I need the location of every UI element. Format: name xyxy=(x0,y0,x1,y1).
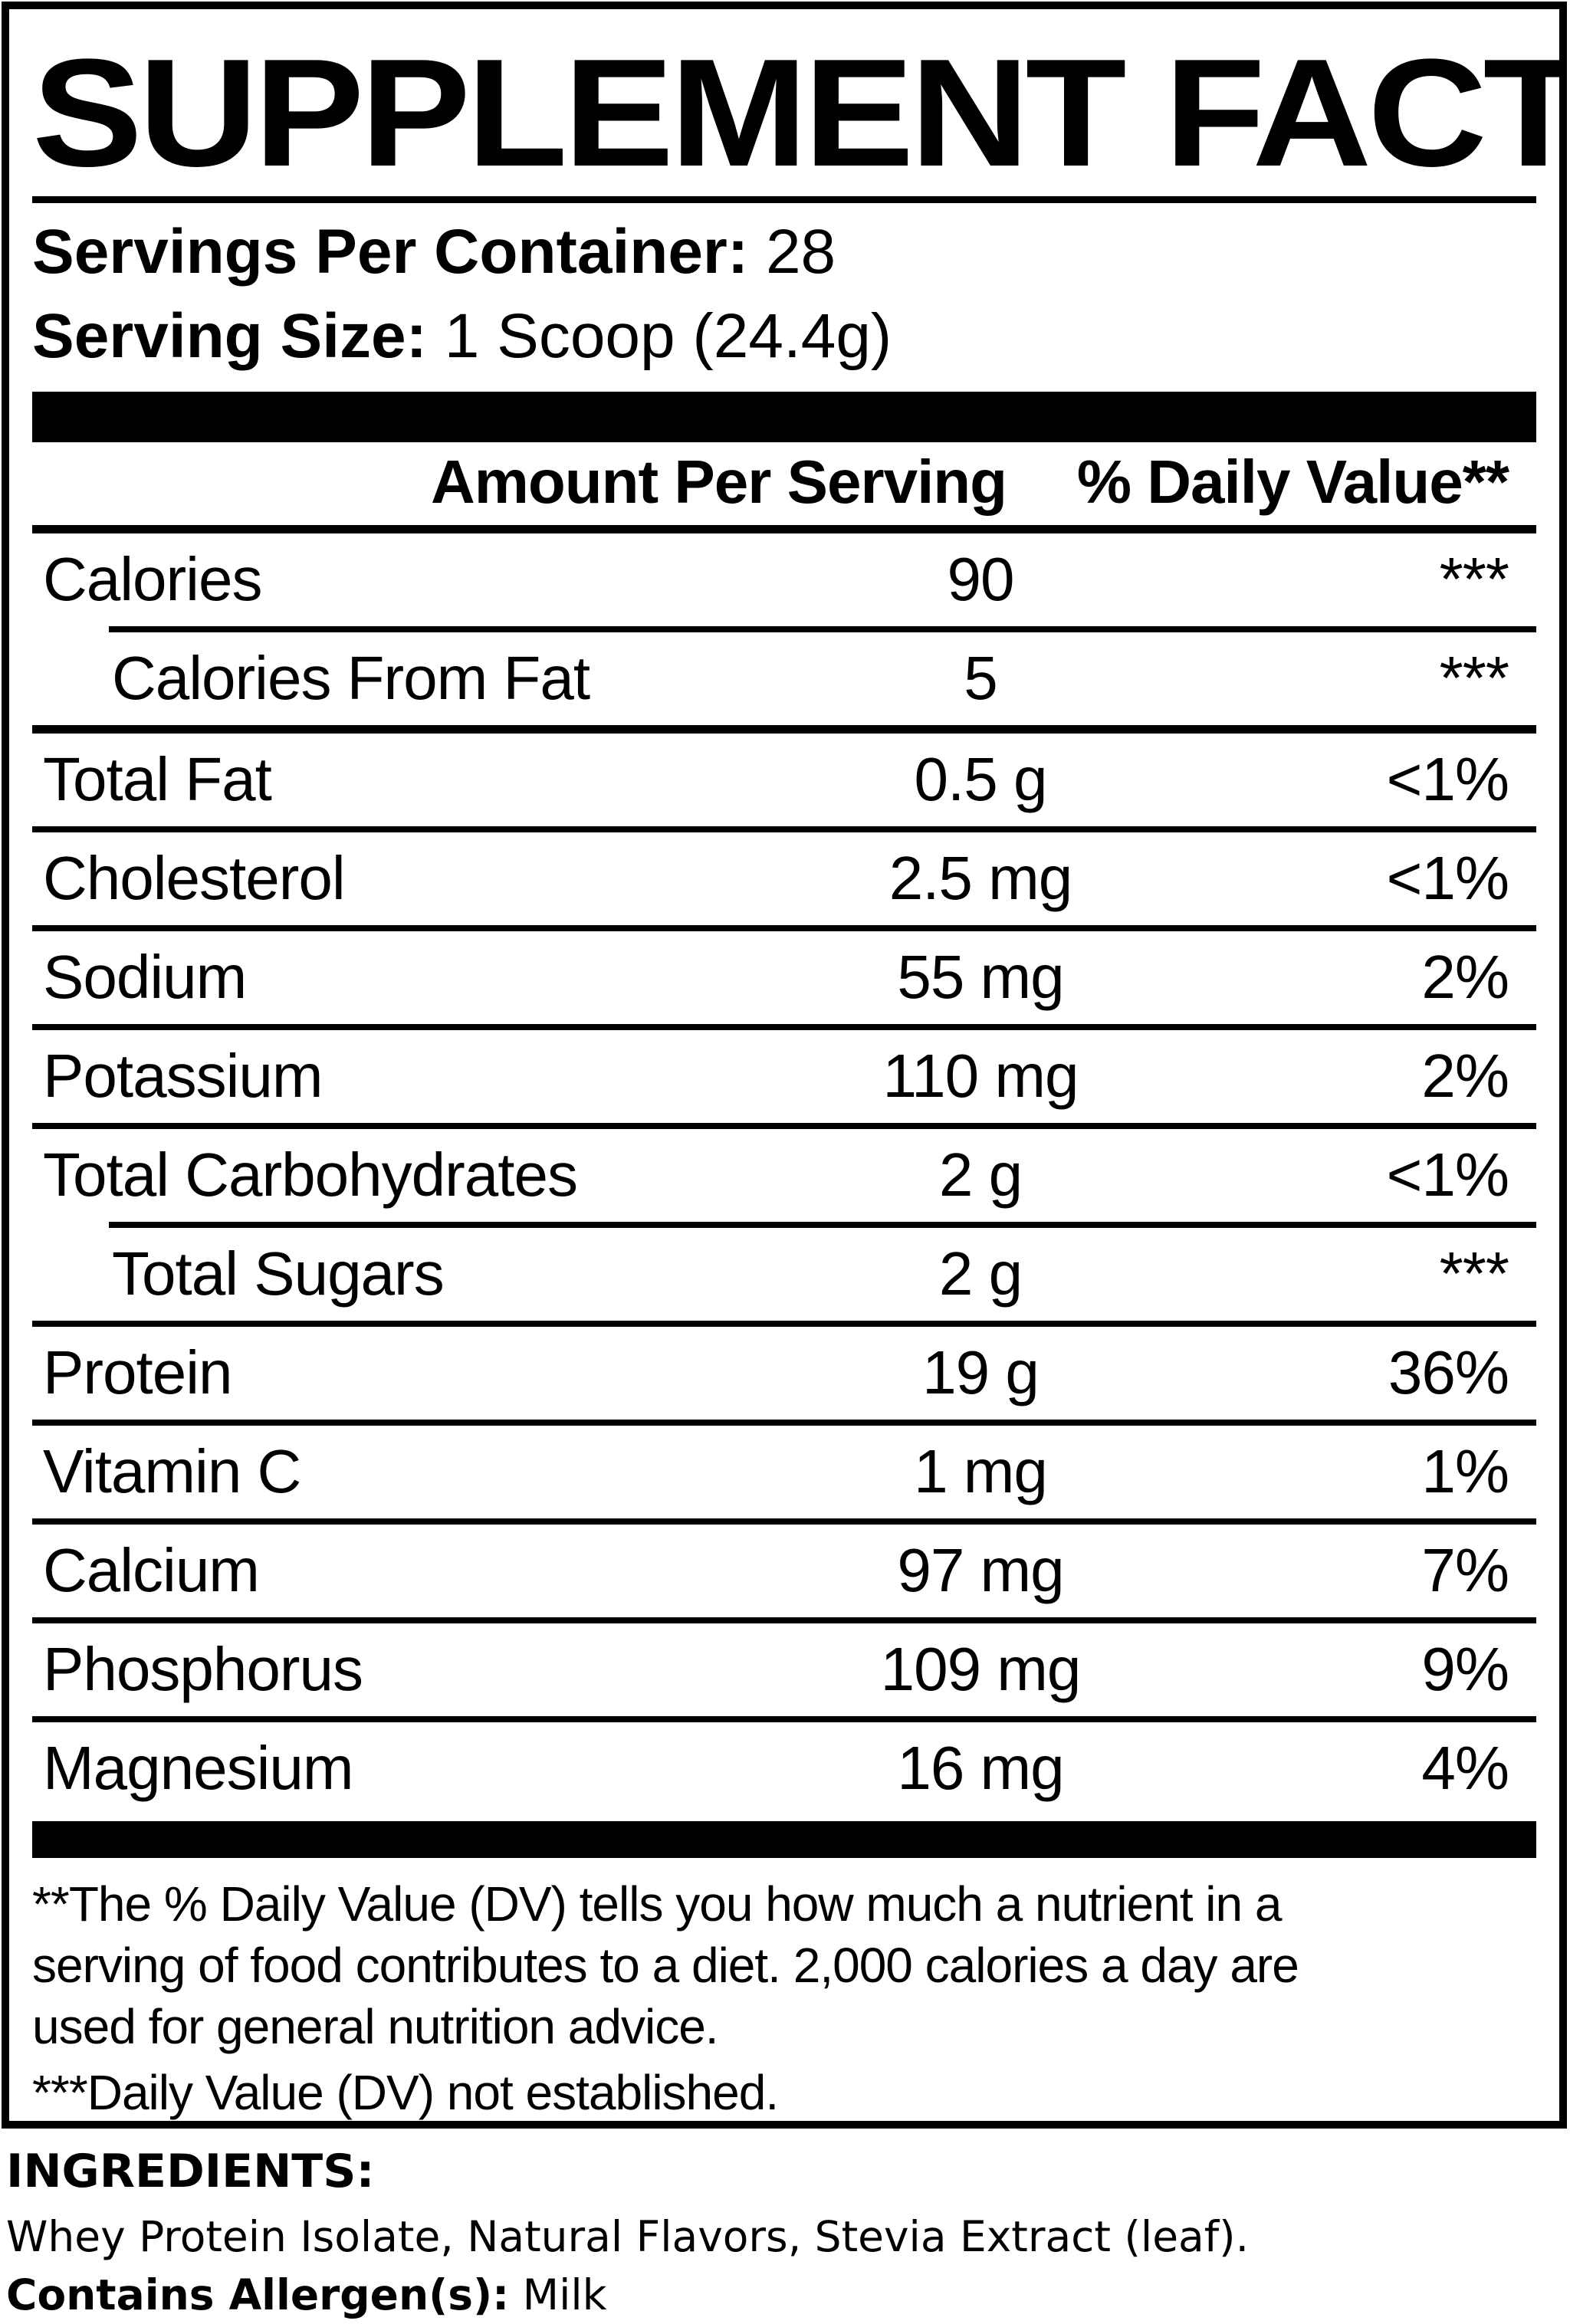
nutrient-amount: 0.5 g xyxy=(914,745,1048,814)
nutrient-dv: <1% xyxy=(1386,745,1509,814)
nutrient-amount: 19 g xyxy=(922,1338,1040,1407)
nutrient-name: Vitamin C xyxy=(43,1437,301,1506)
nutrient-dv: 9% xyxy=(1421,1635,1509,1704)
row-divider xyxy=(109,625,1536,632)
nutrient-amount: 97 mg xyxy=(897,1536,1064,1605)
nutrient-dv: *** xyxy=(1439,1239,1509,1308)
nutrient-dv: 4% xyxy=(1421,1734,1509,1803)
table-row: Sodium 55 mg 2% xyxy=(32,931,1536,1024)
nutrient-amount: 5 xyxy=(964,644,998,713)
supplement-facts-panel: SUPPLEMENT FACTS Servings Per Container:… xyxy=(2,2,1567,2129)
table-row: Potassium 110 mg 2% xyxy=(32,1030,1536,1123)
footnote-line: serving of food contributes to a diet. 2… xyxy=(32,1937,1299,1993)
header-divider xyxy=(32,524,1536,533)
nutrient-dv: 1% xyxy=(1421,1437,1509,1506)
row-divider xyxy=(32,924,1536,931)
row-divider xyxy=(32,1518,1536,1525)
nutrient-name: Sodium xyxy=(43,943,247,1012)
ingredients-section: INGREDIENTS: Whey Protein Isolate, Natur… xyxy=(6,2145,1564,2319)
servings-per-container-label: Servings Per Container: xyxy=(32,217,749,287)
nutrient-amount: 16 mg xyxy=(897,1734,1064,1803)
table-row: Total Fat 0.5 g <1% xyxy=(32,734,1536,826)
table-row: Total Sugars 2 g *** xyxy=(32,1228,1536,1321)
allergen-line: Contains Allergen(s): Milk xyxy=(6,2270,1564,2319)
row-divider xyxy=(32,1122,1536,1129)
nutrient-dv: <1% xyxy=(1386,1141,1509,1210)
table-row: Vitamin C 1 mg 1% xyxy=(32,1426,1536,1518)
title-divider xyxy=(32,196,1536,203)
table-row: Phosphorus 109 mg 9% xyxy=(32,1623,1536,1716)
row-divider xyxy=(32,1023,1536,1030)
footnote-line: ***Daily Value (DV) not established. xyxy=(32,2064,779,2120)
servings-per-container-line: Servings Per Container: 28 xyxy=(32,217,1536,287)
nutrient-dv: 7% xyxy=(1421,1536,1509,1605)
nutrient-name: Calories From Fat xyxy=(112,644,590,713)
nutrient-amount: 2.5 mg xyxy=(888,844,1073,913)
nutrient-name: Calories xyxy=(43,545,262,614)
nutrient-amount: 109 mg xyxy=(880,1635,1082,1704)
nutrient-table: Calories 90 *** Calories From Fat 5 *** Total … xyxy=(32,533,1536,1815)
nutrient-name: Protein xyxy=(43,1338,232,1407)
nutrient-amount: 2 g xyxy=(938,1239,1023,1308)
nutrient-dv: 2% xyxy=(1421,1042,1509,1111)
nutrient-amount: 90 xyxy=(947,545,1015,614)
table-row: Calcium 97 mg 7% xyxy=(32,1525,1536,1617)
row-divider xyxy=(32,1419,1536,1426)
nutrient-name: Total Fat xyxy=(43,745,272,814)
footnotes: **The % Daily Value (DV) tells you how m… xyxy=(32,1873,1536,2121)
row-divider xyxy=(109,1221,1536,1228)
row-divider xyxy=(32,826,1536,832)
divider-bar-top xyxy=(32,391,1536,442)
nutrient-amount: 110 mg xyxy=(882,1042,1079,1111)
serving-size-label: Serving Size: xyxy=(32,300,427,371)
daily-value-header: % Daily Value** xyxy=(1076,447,1509,516)
nutrient-amount: 55 mg xyxy=(897,943,1064,1012)
nutrient-name: Cholesterol xyxy=(43,844,346,913)
nutrient-name: Potassium xyxy=(43,1042,323,1111)
nutrient-dv: *** xyxy=(1439,644,1509,713)
table-row: Cholesterol 2.5 mg <1% xyxy=(32,832,1536,925)
nutrient-name: Phosphorus xyxy=(43,1635,363,1704)
table-row: Protein 19 g 36% xyxy=(32,1327,1536,1420)
row-divider xyxy=(32,1320,1536,1327)
nutrient-dv: 36% xyxy=(1388,1338,1509,1407)
footnote-line: used for general nutrition advice. xyxy=(32,1998,719,2054)
table-row: Calories 90 *** xyxy=(32,533,1536,626)
ingredients-heading: INGREDIENTS: xyxy=(6,2145,375,2198)
table-row: Total Carbohydrates 2 g <1% xyxy=(32,1129,1536,1222)
panel-title: SUPPLEMENT FACTS xyxy=(32,28,1567,199)
nutrient-amount: 2 g xyxy=(938,1141,1023,1210)
table-header-row: Amount Per Serving % Daily Value** xyxy=(32,442,1536,525)
amount-per-serving-header: Amount Per Serving xyxy=(431,447,1007,516)
serving-size-line: Serving Size: 1 Scoop (24.4g) xyxy=(32,301,1536,372)
nutrient-name: Total Sugars xyxy=(112,1239,445,1308)
allergen-label: Contains Allergen(s): xyxy=(6,2270,510,2319)
row-divider xyxy=(32,1715,1536,1722)
table-row: Magnesium 16 mg 4% xyxy=(32,1722,1536,1815)
ingredients-list: Whey Protein Isolate, Natural Flavors, S… xyxy=(6,2212,1250,2261)
nutrient-name: Calcium xyxy=(43,1536,260,1605)
nutrient-dv: <1% xyxy=(1386,844,1509,913)
nutrient-name: Magnesium xyxy=(43,1734,354,1803)
allergen-value: Milk xyxy=(509,2270,607,2319)
footnote-line: **The % Daily Value (DV) tells you how m… xyxy=(32,1876,1282,1932)
row-divider xyxy=(32,1617,1536,1623)
nutrient-dv: *** xyxy=(1439,545,1509,614)
nutrient-dv: 2% xyxy=(1421,943,1509,1012)
nutrient-amount: 1 mg xyxy=(914,1437,1048,1506)
serving-size-value: 1 Scoop (24.4g) xyxy=(444,300,892,371)
divider-bar-bottom xyxy=(32,1820,1536,1858)
servings-per-container-value: 28 xyxy=(765,217,836,287)
nutrient-name: Total Carbohydrates xyxy=(43,1141,578,1210)
row-divider xyxy=(32,724,1536,734)
table-row: Calories From Fat 5 *** xyxy=(32,632,1536,725)
